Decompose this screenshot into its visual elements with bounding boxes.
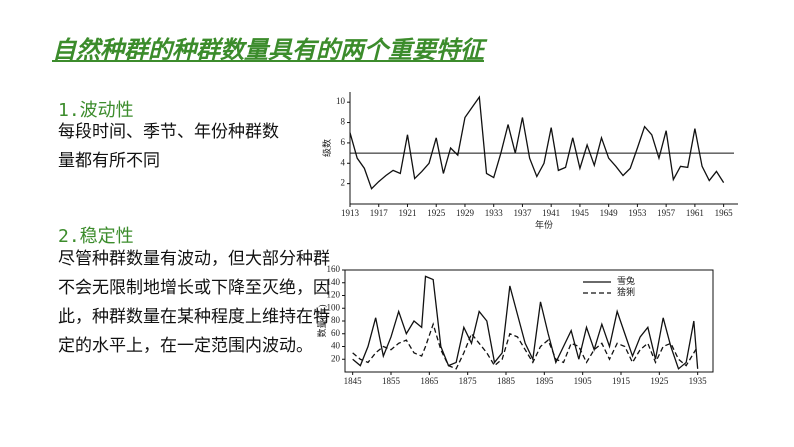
y-axis-label: 级数	[321, 139, 332, 157]
y-tick-label: 100	[327, 302, 341, 312]
x-tick-label: 1921	[398, 208, 416, 218]
text-line: 定的水平上，在一定范围内波动。	[58, 336, 313, 356]
y-tick-label: 8	[341, 117, 346, 127]
slide-title: 自然种群的种群数量具有的两个重要特征	[52, 36, 484, 64]
x-tick-label: 1875	[459, 376, 478, 386]
x-axis-label: 年份	[535, 219, 553, 230]
section-heading: 2.稳定性	[58, 226, 134, 247]
section-body: 尽管种群数量有波动，但大部分种群 不会无限制地增长或下降至灭绝，因 此，种群数量…	[58, 245, 330, 361]
x-tick-label: 1855	[382, 376, 401, 386]
legend-label: 雪兔	[617, 275, 635, 286]
y-tick-label: 20	[331, 353, 341, 363]
section-heading: 1.波动性	[58, 100, 134, 121]
x-tick-label: 1925	[427, 208, 446, 218]
x-tick-label: 1953	[628, 208, 647, 218]
x-tick-label: 1845	[344, 376, 363, 386]
x-tick-label: 1949	[600, 208, 619, 218]
text-line: 尽管种群数量有波动，但大部分种群	[58, 249, 330, 269]
x-tick-label: 1865	[420, 376, 439, 386]
x-tick-label: 1933	[485, 208, 504, 218]
x-tick-label: 1929	[456, 208, 475, 218]
data-line	[349, 95, 725, 190]
y-tick-label: 80	[331, 315, 341, 325]
x-tick-label: 1961	[686, 208, 704, 218]
text-line: 此，种群数量在某种程度上维持在特	[58, 307, 330, 327]
y-tick-label: 160	[327, 264, 341, 274]
text-line: 不会无限制地增长或下降至灭绝，因	[58, 278, 330, 298]
text-line: 量都有所不同	[58, 151, 160, 171]
x-tick-label: 1965	[715, 208, 734, 218]
x-tick-label: 1925	[650, 376, 669, 386]
x-tick-label: 1917	[370, 208, 389, 218]
x-tick-label: 1937	[513, 208, 532, 218]
series-line	[352, 275, 699, 370]
x-tick-label: 1935	[689, 376, 708, 386]
x-tick-label: 1905	[574, 376, 593, 386]
y-tick-label: 2	[341, 178, 346, 188]
x-tick-label: 1957	[657, 208, 676, 218]
y-tick-label: 120	[327, 290, 341, 300]
x-tick-label: 1885	[497, 376, 516, 386]
x-tick-label: 1941	[542, 208, 560, 218]
x-tick-label: 1915	[612, 376, 631, 386]
y-tick-label: 140	[327, 277, 341, 287]
x-tick-label: 1913	[341, 208, 360, 218]
y-tick-label: 6	[341, 137, 346, 147]
y-tick-label: 10	[336, 96, 346, 106]
series-line	[352, 322, 699, 370]
x-tick-label: 1945	[571, 208, 590, 218]
y-tick-label: 40	[331, 341, 341, 351]
text-line: 每段时间、季节、年份种群数	[58, 122, 279, 142]
section-body: 每段时间、季节、年份种群数 量都有所不同	[58, 118, 279, 176]
legend-label: 猞猁	[617, 286, 635, 297]
y-axis-label: 数量(千)	[316, 305, 327, 338]
y-tick-label: 4	[341, 157, 346, 167]
y-tick-label: 60	[331, 328, 341, 338]
x-tick-label: 1895	[535, 376, 554, 386]
